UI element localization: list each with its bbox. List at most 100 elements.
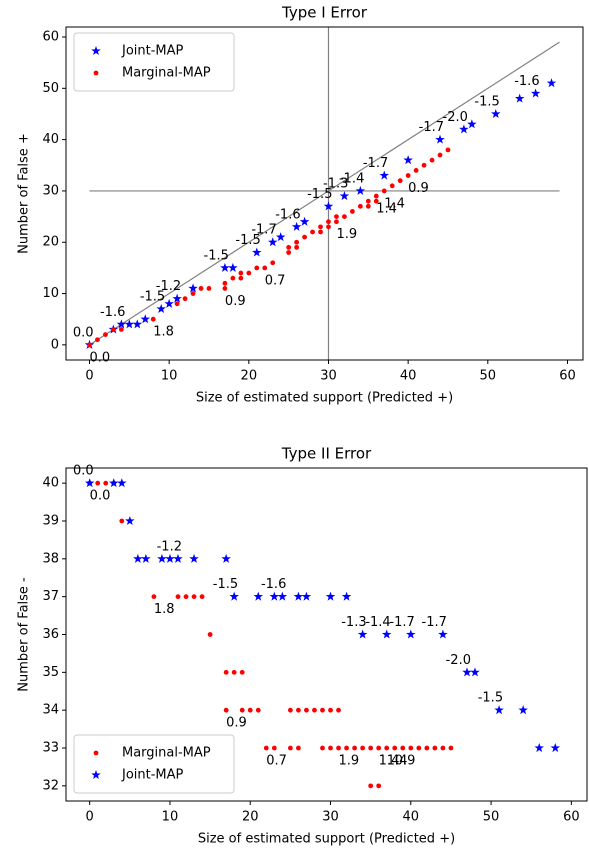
x-tick-label: 10 — [162, 810, 179, 825]
point — [546, 78, 557, 88]
legend-marker — [91, 46, 101, 56]
point — [325, 591, 336, 601]
point — [514, 93, 525, 103]
annotation: 0.0 — [90, 350, 111, 365]
point — [116, 319, 127, 329]
point — [336, 745, 341, 751]
point — [550, 743, 561, 753]
point — [400, 745, 406, 751]
x-tick-label: 30 — [320, 369, 337, 384]
point — [373, 198, 379, 204]
point — [286, 244, 292, 250]
annotation: 0.9 — [395, 754, 416, 769]
point — [349, 209, 355, 214]
point — [318, 224, 323, 230]
point — [294, 239, 300, 245]
legend-label: Marginal-MAP — [122, 746, 211, 761]
point — [151, 594, 157, 600]
point — [296, 707, 301, 713]
y-tick-label: 33 — [42, 741, 59, 756]
point — [277, 591, 288, 601]
annotation: -1.7 — [251, 223, 276, 238]
point — [355, 185, 366, 195]
y-tick-label: 32 — [42, 778, 59, 793]
y-tick-label: 0 — [51, 337, 59, 352]
point — [175, 594, 181, 600]
reference-diagonal — [89, 41, 560, 346]
point — [445, 147, 451, 153]
point — [413, 168, 419, 173]
annotation: 1.8 — [153, 325, 174, 340]
annotation: -1.4 — [339, 171, 364, 186]
legend-label: Joint-MAP — [121, 768, 184, 783]
point — [110, 327, 116, 332]
axes-frame — [65, 467, 588, 802]
annotation: -1.3 — [341, 615, 366, 630]
point — [262, 265, 268, 271]
point — [432, 745, 438, 751]
point — [403, 155, 413, 165]
point — [157, 553, 167, 563]
legend-marker — [93, 70, 99, 76]
point — [95, 480, 101, 486]
chart-title: Type II Error — [281, 445, 372, 463]
point — [183, 594, 189, 600]
point — [293, 591, 304, 601]
annotation: -1.5 — [474, 94, 499, 109]
point — [334, 219, 339, 225]
point — [286, 250, 292, 255]
annotation: -2.0 — [443, 110, 468, 125]
chart-title: Type I Error — [281, 4, 368, 22]
point — [119, 518, 125, 524]
point — [392, 745, 398, 751]
point — [117, 478, 127, 488]
point — [253, 591, 264, 601]
point — [222, 280, 228, 286]
point — [275, 232, 286, 242]
legend-marker — [93, 750, 99, 756]
x-tick-label: 40 — [400, 369, 417, 384]
point — [263, 745, 269, 751]
annotation: -1.7 — [422, 615, 447, 630]
point — [124, 319, 135, 329]
annotation: -1.5 — [235, 233, 260, 248]
x-axis-label: Size of estimated support (Predicted +) — [196, 391, 453, 406]
x-tick-label: 40 — [403, 810, 420, 825]
point — [84, 478, 95, 488]
point — [221, 553, 231, 563]
point — [339, 191, 350, 201]
point — [267, 237, 278, 247]
point — [365, 203, 371, 209]
point — [269, 591, 280, 601]
y-tick-label: 10 — [42, 286, 59, 301]
point — [103, 480, 109, 486]
point — [190, 291, 196, 296]
x-tick-label: 50 — [483, 810, 500, 825]
y-tick-label: 37 — [42, 589, 59, 604]
point — [389, 183, 395, 189]
y-tick-label: 39 — [42, 513, 59, 528]
y-axis-label: Number of False - — [17, 577, 32, 692]
annotation: 0.7 — [265, 273, 286, 288]
annotation: 0.0 — [73, 464, 94, 479]
y-tick-label: 38 — [42, 551, 59, 566]
point — [220, 262, 230, 272]
point — [328, 707, 333, 713]
point — [230, 275, 236, 281]
annotation: 1.4 — [376, 202, 397, 217]
point — [462, 667, 472, 677]
point — [302, 234, 307, 240]
annotation: -1.5 — [140, 289, 165, 304]
annotation: -2.0 — [446, 653, 471, 668]
annotation: -1.7 — [363, 156, 388, 171]
annotation: 1.9 — [336, 227, 357, 242]
y-tick-label: 50 — [42, 81, 59, 96]
annotation: -1.2 — [157, 539, 182, 554]
annotation: 0.9 — [225, 294, 246, 309]
point — [534, 743, 544, 753]
y-tick-label: 30 — [42, 183, 59, 198]
x-tick-label: 0 — [85, 369, 93, 384]
legend-label: Marginal-MAP — [122, 66, 211, 81]
legend-marker — [91, 770, 101, 780]
point — [328, 745, 333, 751]
